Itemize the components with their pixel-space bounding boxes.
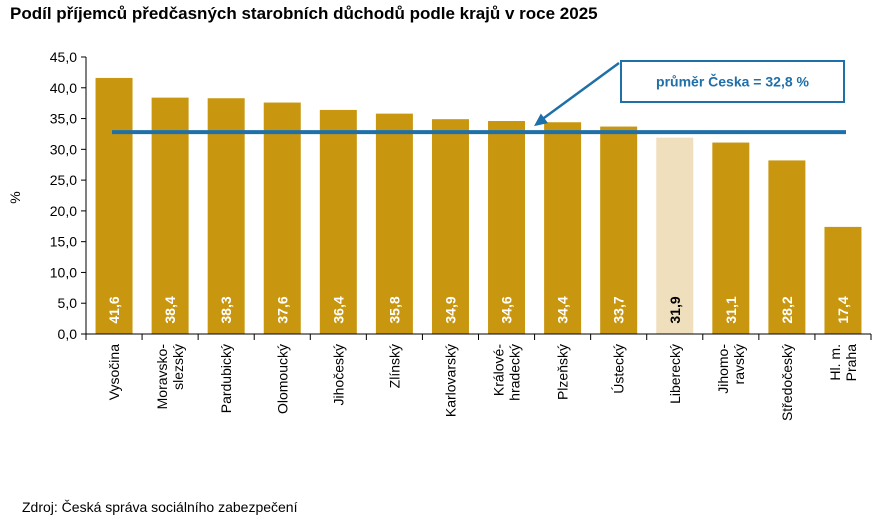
data-label: 34,9 [442,296,458,323]
bar [544,122,582,334]
data-label: 41,6 [106,296,122,323]
bar [600,126,638,335]
x-tick-label-line: ravský [731,344,747,384]
average-callout-text: průměr Česka = 32,8 % [656,73,809,90]
bar [431,119,469,334]
x-tick-label: Jihočeský [330,344,346,405]
data-label: 17,4 [835,296,851,323]
y-tick-label: 30,0 [50,141,77,157]
y-tick-label: 20,0 [50,203,77,219]
x-tick-label-line: Králové- [491,344,507,396]
data-label: 31,9 [667,296,683,323]
x-tick-label: Liberecký [667,344,683,404]
y-tick-label: 15,0 [50,234,77,250]
x-tick-label: Pardubický [218,344,234,413]
x-tick-label-line: Ústecký [611,344,627,394]
x-tick-label-line: Hl. m. [827,344,843,381]
x-tick-label-line: slezský [170,344,186,390]
data-label: 35,8 [386,296,402,323]
bar [768,160,806,334]
bar [151,97,189,334]
y-tick-label: 35,0 [50,111,77,127]
y-axis-label: % [7,191,23,203]
x-tick-label: Ústecký [611,344,627,394]
x-tick-label-line: Vysočina [106,344,122,401]
x-tick-label: Středočeský [779,344,795,421]
data-label: 38,3 [218,296,234,323]
x-tick-label-line: Praha [843,344,859,382]
x-axis: Vysočina Moravsko-slezský Pardubický Olomou… [85,333,872,421]
x-tick-label-line: Pardubický [218,344,234,413]
average-callout-box [620,60,845,103]
x-tick-label-line: Karlovarský [442,344,458,417]
x-tick-label-line: Moravsko- [154,344,170,410]
x-tick-label-line: Středočeský [779,344,795,421]
bar [375,113,413,335]
callout-arrow-head [534,113,549,127]
source-note: Zdroj: Česká správa sociálního zabezpeče… [22,499,298,515]
x-tick-label-line: hradecký [507,344,523,401]
y-axis: 0,0 5,0 10,0 15,0 20,0 25,0 30,0 35,0 40,0 45,0% [7,49,87,342]
data-label: 34,4 [555,296,571,323]
x-tick-label-line: Zlínský [386,344,402,388]
y-tick-label: 0,0 [58,326,78,342]
data-label: 37,6 [274,296,290,323]
data-label: 31,1 [723,296,739,323]
x-tick-label-line: Olomoucký [274,344,290,414]
data-label: 33,7 [611,296,627,323]
chart-title: Podíl příjemců předčasných starobních dů… [10,4,598,23]
y-tick-label: 45,0 [50,49,77,65]
x-tick-label: Plzeňský [555,344,571,400]
x-tick-label: Vysočina [106,344,122,401]
x-tick-label: Karlovarský [442,344,458,417]
bar [488,121,526,334]
y-tick-label: 10,0 [50,264,77,280]
bar [263,102,301,334]
x-tick-label: Králové-hradecký [491,344,523,401]
y-tick-label: 25,0 [50,172,77,188]
y-tick-label: 40,0 [50,80,77,96]
data-label: 28,2 [779,296,795,323]
x-tick-label: Zlínský [386,344,402,388]
bar [656,137,694,334]
data-label: 36,4 [330,296,346,323]
x-tick-label-line: Jihomo- [715,344,731,394]
y-tick-label: 5,0 [58,295,78,311]
x-tick-label-line: Jihočeský [330,344,346,405]
x-tick-label-line: Liberecký [667,344,683,404]
x-tick-label: Hl. m.Praha [827,344,859,382]
bar [319,109,357,334]
bars: 41,6 38,4 38,3 37,6 36,4 35,8 34,9 34,6 34,4 33,7… [95,77,862,335]
bar [824,226,862,334]
data-label: 38,4 [162,296,178,323]
x-tick-label: Jihomo-ravský [715,344,747,394]
callout-arrow-line [540,61,620,122]
bar [207,98,245,335]
average-annotation: průměr Česka = 32,8 % [112,60,846,135]
x-tick-label-line: Plzeňský [555,344,571,400]
bar [712,142,750,334]
x-tick-label: Olomoucký [274,344,290,414]
bar [95,77,133,334]
data-label: 34,6 [499,296,515,323]
x-tick-label: Moravsko-slezský [154,344,186,410]
